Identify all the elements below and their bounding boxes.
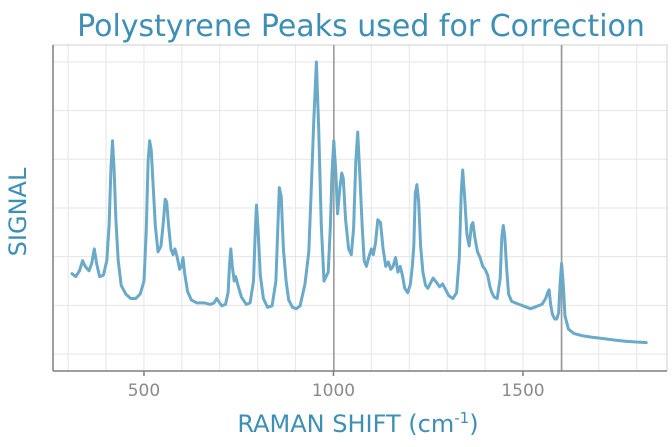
y-axis-label: SIGNAL <box>4 167 32 256</box>
reference-lines <box>333 45 563 371</box>
x-axis-label-superscript: -1 <box>454 409 469 427</box>
x-tick-label: 1500 <box>501 381 544 401</box>
x-tick-label: 500 <box>128 381 160 401</box>
chart-title: Polystyrene Peaks used for Correction <box>77 9 645 44</box>
series-layer <box>70 60 648 345</box>
spectrum-line <box>70 60 648 345</box>
x-tick-label: 1000 <box>312 381 355 401</box>
x-tick-labels: 500 1000 1500 <box>128 371 545 401</box>
x-axis-label-end: ) <box>469 410 478 438</box>
x-axis-label: RAMAN SHIFT (cm-1) <box>237 409 478 438</box>
x-axis-label-main: RAMAN SHIFT (cm <box>237 410 454 438</box>
